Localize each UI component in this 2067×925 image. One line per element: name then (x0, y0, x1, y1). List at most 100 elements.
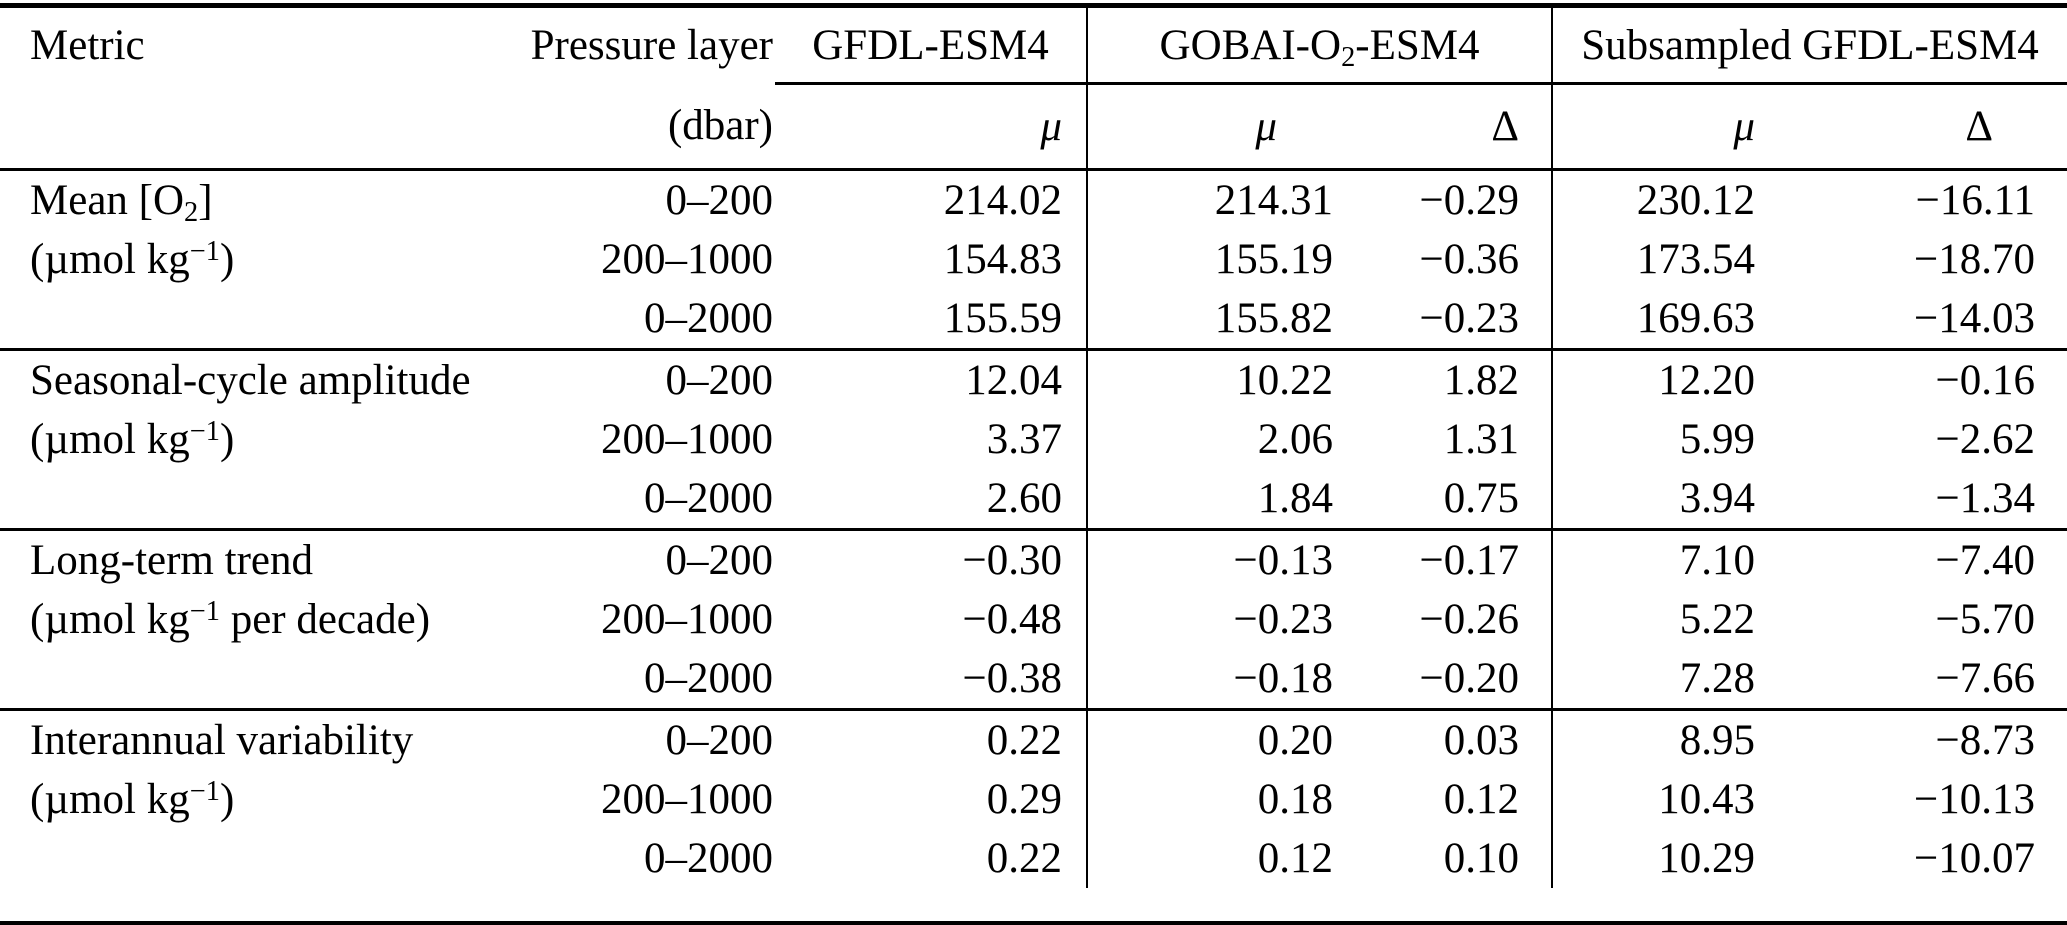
table-row: (µmol kg−1) 200–1000 0.29 0.18 0.12 10.4… (0, 770, 2067, 829)
unit-text: (µmol kg (30, 236, 190, 283)
subsampled-mu-cell: 7.10 (1551, 528, 1790, 590)
pressure-layer-cell: 200–1000 (601, 776, 773, 823)
table-row: 0–2000 0.22 0.12 0.10 10.29 −10.07 (0, 829, 2067, 888)
metric-column-header: Metric (30, 22, 145, 70)
gfdl-mu-cell: −0.38 (962, 655, 1062, 702)
gobai-mu-cell: 155.82 (1086, 289, 1348, 350)
table-row: Seasonal-cycle amplitude 0–200 12.04 10.… (0, 348, 2067, 410)
subsampled-mu-cell: 5.22 (1551, 590, 1790, 649)
gobai-mu-cell: 214.31 (1086, 169, 1348, 230)
table-row: (µmol kg−1 per decade) 200–1000 −0.48 −0… (0, 590, 2067, 649)
gobai-mu-cell: 0.12 (1086, 829, 1348, 888)
subsampled-mu-cell: 10.43 (1551, 770, 1790, 829)
pressure-layer-column-header: Pressure layer (530, 22, 773, 70)
subsampled-delta-cell: −8.73 (1790, 708, 2067, 770)
subsampled-delta-cell: −14.03 (1914, 295, 2036, 342)
subsampled-mu-cell: 3.94 (1551, 469, 1790, 530)
unit-text: (µmol kg (30, 776, 190, 823)
subsampled-delta-cell: −18.70 (1914, 236, 2036, 283)
subsampled-mu-cell: 5.99 (1551, 410, 1790, 469)
header-row-stats: (dbar) μ μ Δ μ Δ (0, 83, 2067, 171)
pressure-layer-cell: 0–2000 (644, 835, 773, 882)
spacer-cell (0, 888, 2067, 924)
pressure-layer-cell: 0–2000 (644, 295, 773, 342)
gobai-o2-esm4-header: GOBAI-O2-ESM4 (1086, 5, 1552, 85)
metric-label-empty (0, 829, 525, 888)
pressure-layer-cell: 0–2000 (644, 655, 773, 702)
metric-label-text: Seasonal-cycle amplitude (30, 357, 471, 404)
pressure-layer-cell: 0–200 (525, 528, 775, 590)
pressure-layer-cell: 0–200 (665, 177, 774, 224)
unit-text: per decade) (219, 596, 431, 643)
pressure-layer-cell: 200–1000 (601, 596, 773, 643)
table-row: 0–2000 2.60 1.84 0.75 3.94 −1.34 (0, 469, 2067, 530)
pressure-layer-cell: 0–200 (525, 708, 775, 770)
gfdl-mu-cell: −0.30 (775, 528, 1087, 590)
gobai-delta-cell: 0.03 (1348, 708, 1552, 770)
pressure-layer-cell: 200–1000 (601, 416, 773, 463)
unit-text: ) (219, 416, 235, 463)
table-bottom-spacer (0, 888, 2067, 924)
metric-unit-label: (µmol kg−1) (0, 770, 525, 829)
gobai-mu-cell: −0.18 (1086, 649, 1348, 710)
gobai-mu-cell: 155.19 (1086, 230, 1348, 289)
subsampled-gfdl-esm4-header: Subsampled GFDL-ESM4 (1550, 5, 2067, 85)
empty-header-cell (0, 83, 525, 171)
metric-label-empty (0, 469, 525, 530)
table-row: Long-term trend 0–200 −0.30 −0.13 −0.17 … (0, 528, 2067, 590)
gobai-delta-cell: 1.31 (1443, 416, 1519, 463)
table-row: (µmol kg−1) 200–1000 154.83 155.19 −0.36… (0, 230, 2067, 289)
subsampled-mu-cell: 12.20 (1551, 348, 1790, 410)
gobai-delta-cell: 0.10 (1443, 835, 1519, 882)
gobai-delta-header: Δ (1348, 83, 1552, 171)
subsampled-mu-cell: 10.29 (1551, 829, 1790, 888)
metric-label-text: Long-term trend (30, 537, 313, 584)
gfdl-mu-cell: 0.29 (986, 776, 1062, 823)
gobai-delta-cell: −0.26 (1419, 596, 1519, 643)
gobai-mu-cell: 0.18 (1086, 770, 1348, 829)
gobai-delta-cell: −0.29 (1419, 177, 1519, 224)
subsampled-mu-cell: 7.28 (1551, 649, 1790, 710)
gobai-delta-cell: −0.36 (1419, 236, 1519, 283)
unit-superscript: −1 (189, 236, 220, 268)
gobai-mu-header: μ (1086, 83, 1348, 171)
subsampled-delta-header: Δ (1790, 83, 2067, 171)
gfdl-mu-cell: −0.48 (962, 596, 1062, 643)
table-row: 0–2000 155.59 155.82 −0.23 169.63 −14.03 (0, 289, 2067, 350)
gfdl-mu-cell: 155.59 (943, 295, 1062, 342)
gobai-delta-cell: 0.75 (1443, 475, 1519, 522)
subsampled-mu-header: μ (1551, 83, 1790, 171)
metric-label-subscript: 2 (184, 197, 199, 229)
subsampled-mu-cell: 8.95 (1551, 708, 1790, 770)
pressure-layer-cell: 0–200 (525, 348, 775, 410)
subsampled-delta-cell: −1.34 (1935, 475, 2036, 522)
gobai-delta-cell: 1.82 (1348, 348, 1552, 410)
metric-label-empty (0, 289, 525, 350)
gfdl-mu-cell: 0.22 (986, 835, 1062, 882)
subsampled-delta-cell: −7.40 (1790, 528, 2067, 590)
metric-unit-label: (µmol kg−1) (0, 230, 525, 289)
gfdl-mu-cell: 0.22 (775, 708, 1087, 770)
metric-unit-label: (µmol kg−1 per decade) (0, 590, 525, 649)
gobai-mu-cell: −0.13 (1086, 528, 1348, 590)
gobai-header-pre: GOBAI-O (1159, 21, 1342, 69)
metric-label-empty (0, 649, 525, 710)
unit-text: (µmol kg (30, 596, 190, 643)
gfdl-mu-cell: 2.60 (986, 475, 1062, 522)
unit-text: ) (219, 776, 235, 823)
subsampled-delta-cell: −7.66 (1935, 655, 2036, 702)
unit-text: ) (219, 236, 235, 283)
gobai-delta-cell: −0.23 (1419, 295, 1519, 342)
metric-label-text: Mean [O (30, 177, 185, 224)
metric-label: Seasonal-cycle amplitude (0, 348, 525, 410)
unit-superscript: −1 (189, 776, 220, 808)
gobai-mu-cell: 1.84 (1086, 469, 1348, 530)
gobai-delta-cell: −0.17 (1348, 528, 1552, 590)
metric-label: Interannual variability (0, 708, 525, 770)
table-row: Interannual variability 0–200 0.22 0.20 … (0, 708, 2067, 770)
table-row: Mean [O2] 0–200 214.02 214.31 −0.29 230.… (0, 169, 2067, 230)
gfdl-mu-cell: 12.04 (775, 348, 1087, 410)
gfdl-mu-cell: 214.02 (943, 177, 1062, 224)
header-row-models: Metric Pressure layer GFDL-ESM4 GOBAI-O2… (0, 5, 2067, 85)
